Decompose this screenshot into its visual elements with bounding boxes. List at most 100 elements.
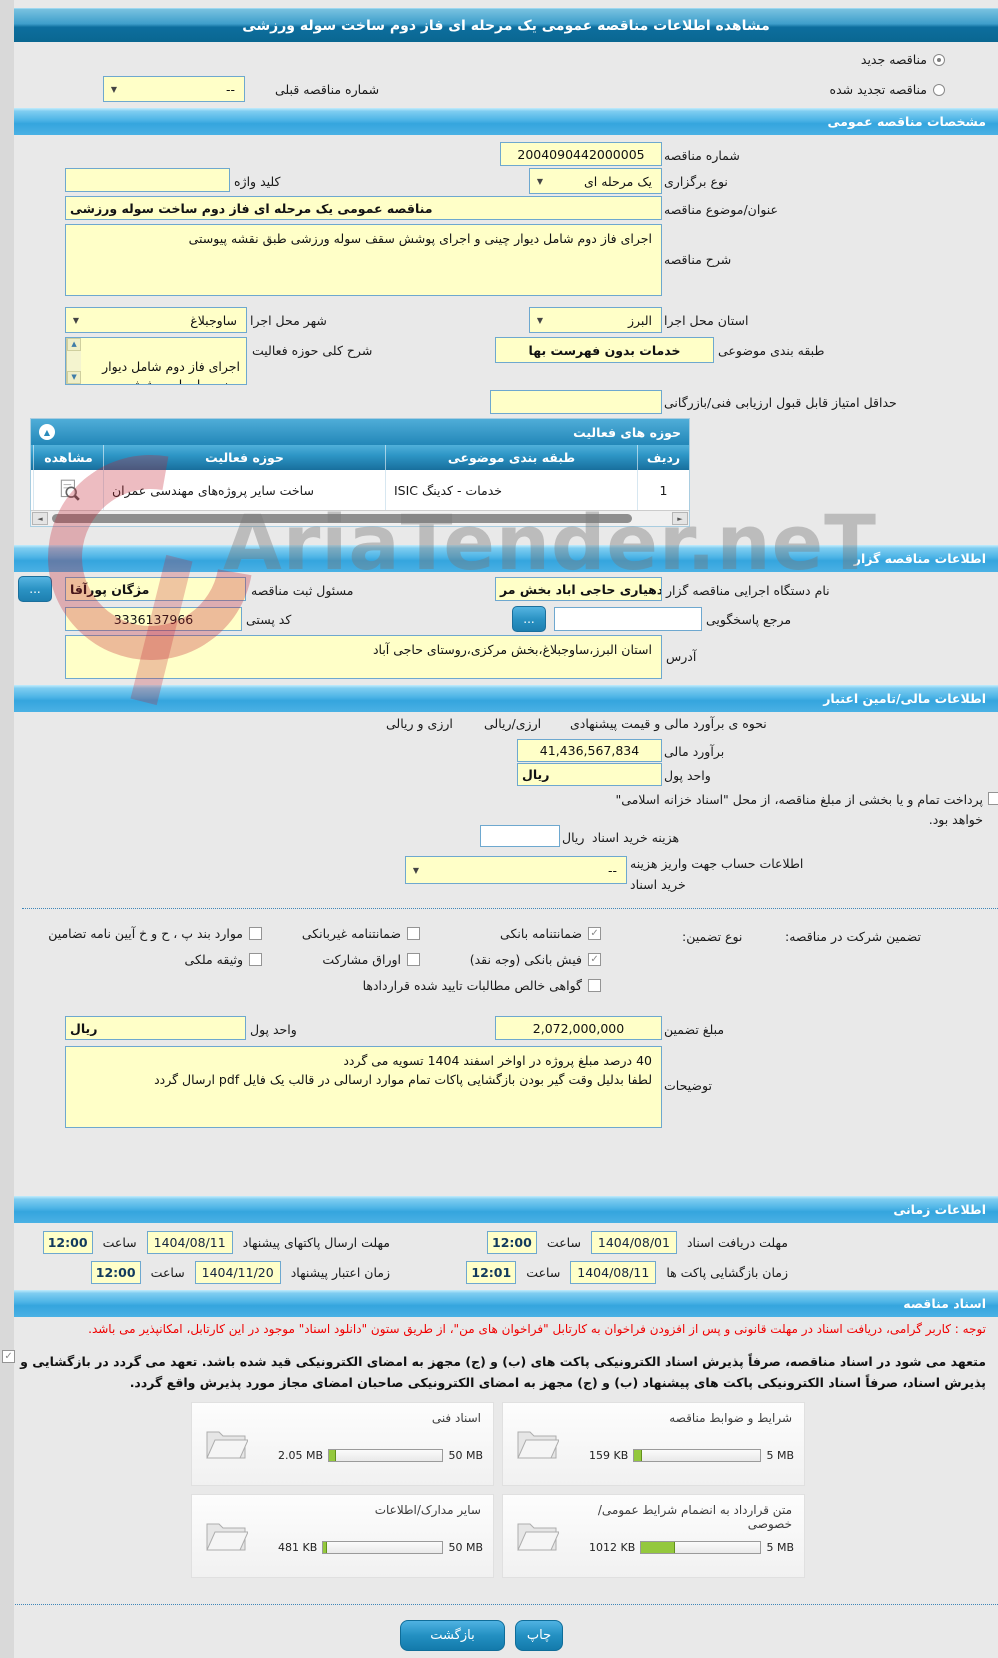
activity-areas-table: ▲ حوزه های فعالیت ردیف طبقه بندی موضوعی … bbox=[30, 418, 690, 527]
treasury-checkbox[interactable] bbox=[988, 792, 998, 805]
activity-scope-field[interactable]: اجرای فاز دوم شامل دیوار چینی و اجرای پو… bbox=[65, 337, 247, 385]
subject-classification-label: طبقه بندی موضوعی bbox=[718, 343, 825, 358]
checkbox-nonbank-guarantee-label: ضمانتنامه غیربانکی bbox=[301, 926, 401, 941]
table-horizontal-scrollbar[interactable]: ◄ ► bbox=[31, 510, 689, 526]
opening-time-date[interactable]: 1404/08/11 bbox=[570, 1260, 657, 1284]
guarantee-option-bylaw[interactable]: موارد بند پ ، ح و خ آیین نامه تضامین bbox=[48, 926, 262, 941]
checkbox-bonds[interactable] bbox=[407, 953, 420, 966]
validity-time[interactable]: 12:00 bbox=[90, 1260, 141, 1284]
radio-method-rial-label: ارزی/ریالی bbox=[484, 716, 542, 731]
checkbox-bank-guarantee[interactable] bbox=[588, 927, 601, 940]
file-max-size: 5 MB bbox=[766, 1449, 794, 1462]
folder-icon bbox=[206, 1523, 248, 1551]
notes-field[interactable]: 40 درصد مبلغ پروژه در اواخر اسفند 1404 ت… bbox=[65, 1046, 662, 1128]
checkbox-bank-slip[interactable] bbox=[588, 953, 601, 966]
dotted-divider bbox=[15, 1604, 998, 1605]
address-label: آدرس bbox=[666, 649, 697, 664]
row-number-cell: 1 bbox=[637, 470, 689, 510]
scope-scrollbar[interactable]: ▲ ▼ bbox=[66, 338, 81, 384]
proposal-deadline-time[interactable]: 12:00 bbox=[42, 1230, 93, 1254]
file-size: 2.05 MB bbox=[278, 1449, 324, 1462]
guarantee-option-net-claims[interactable]: گواهی خالص مطالبات تایید شده قراردادها bbox=[363, 978, 601, 993]
radio-renewed-tender[interactable] bbox=[933, 83, 945, 96]
subject-classification-field[interactable]: خدمات بدون فهرست بها bbox=[495, 337, 714, 363]
keyword-field[interactable] bbox=[65, 168, 230, 192]
tender-number-label: شماره مناقصه bbox=[664, 148, 740, 163]
scroll-left-icon[interactable]: ◄ bbox=[32, 512, 48, 525]
commitment-checkbox[interactable] bbox=[2, 1350, 15, 1363]
checkbox-property-collateral-label: وثیقه ملکی bbox=[184, 952, 243, 967]
view-details-icon[interactable] bbox=[57, 478, 81, 502]
checkbox-property-collateral[interactable] bbox=[249, 953, 262, 966]
radio-new-tender-label: مناقصه جدید bbox=[860, 52, 927, 67]
file-progress: 481 KB 50 MB bbox=[278, 1541, 483, 1554]
checkbox-bylaw-items-label: موارد بند پ ، ح و خ آیین نامه تضامین bbox=[48, 926, 243, 941]
activity-areas-title: حوزه های فعالیت bbox=[573, 424, 681, 440]
postal-code-field[interactable]: 3336137966 bbox=[65, 607, 242, 631]
tender-number-field[interactable]: 2004090442000005 bbox=[500, 142, 662, 166]
scrollbar-thumb[interactable] bbox=[52, 514, 633, 523]
print-button[interactable]: چاپ bbox=[515, 1620, 563, 1651]
doc-receipt-date[interactable]: 1404/08/01 bbox=[590, 1230, 677, 1254]
scrollbar-track[interactable] bbox=[48, 512, 672, 525]
tender-description-field[interactable]: اجرای فاز دوم شامل دیوار چینی و اجرای پو… bbox=[65, 224, 662, 296]
checkbox-nonbank-guarantee[interactable] bbox=[407, 927, 420, 940]
reference-more-button[interactable]: ... bbox=[512, 606, 546, 632]
radio-new-tender[interactable] bbox=[933, 53, 945, 66]
row-activity-cell: ساخت سایر پروژه‌های مهندسی عمران bbox=[103, 470, 385, 510]
scroll-up-icon[interactable]: ▲ bbox=[67, 338, 81, 351]
financial-estimate-field[interactable]: 41,436,567,834 bbox=[517, 739, 662, 762]
currency-field[interactable]: ریال bbox=[517, 763, 662, 786]
column-subject-classification: طبقه بندی موضوعی bbox=[385, 445, 637, 470]
previous-tender-select[interactable]: ▼ -- bbox=[103, 76, 245, 102]
tender-subject-field[interactable]: مناقصه عمومی یک مرحله ای فاز دوم ساخت سو… bbox=[65, 196, 662, 220]
city-select[interactable]: ▼ ساوجبلاغ bbox=[65, 307, 247, 333]
doc-fee-field[interactable] bbox=[480, 825, 560, 847]
account-select[interactable]: ▼ -- bbox=[405, 856, 627, 884]
guarantee-amount-field[interactable]: 2,072,000,000 bbox=[495, 1016, 662, 1040]
file-card-technical[interactable]: اسناد فنی 2.05 MB 50 MB bbox=[191, 1402, 494, 1486]
dotted-divider bbox=[22, 908, 998, 909]
checkbox-net-claims[interactable] bbox=[588, 979, 601, 992]
guarantee-currency-field[interactable]: ریال bbox=[65, 1016, 246, 1040]
table-column-headers: ردیف طبقه بندی موضوعی حوزه فعالیت مشاهده bbox=[31, 445, 689, 470]
collapse-icon[interactable]: ▲ bbox=[39, 424, 55, 440]
scroll-right-icon[interactable]: ► bbox=[672, 512, 688, 525]
guarantee-option-bonds[interactable]: اوراق مشارکت bbox=[322, 952, 420, 967]
opening-time-time[interactable]: 12:01 bbox=[466, 1260, 517, 1284]
file-title: شرایط و ضوابط مناقصه bbox=[669, 1411, 792, 1425]
row-view-cell[interactable] bbox=[33, 470, 103, 510]
file-card-other[interactable]: سایر مدارک/اطلاعات 481 KB 50 MB bbox=[191, 1494, 494, 1578]
guarantee-option-nonbank[interactable]: ضمانتنامه غیربانکی bbox=[302, 926, 420, 941]
reference-field[interactable] bbox=[554, 607, 702, 631]
notes-label: توضیحات bbox=[664, 1078, 712, 1093]
account-info-label: اطلاعات حساب جهت واریز هزینه خرید اسناد bbox=[630, 856, 804, 893]
doc-receipt-time[interactable]: 12:00 bbox=[486, 1230, 537, 1254]
tender-new-radio-row[interactable]: مناقصه جدید bbox=[861, 52, 945, 67]
previous-tender-value: -- bbox=[225, 81, 235, 97]
file-max-size: 5 MB bbox=[766, 1541, 794, 1554]
registrar-field[interactable]: مژگان پورآقا bbox=[65, 577, 246, 601]
province-select[interactable]: ▼ البرز bbox=[529, 307, 662, 333]
registrar-more-button[interactable]: ... bbox=[18, 576, 52, 602]
agency-field[interactable]: دهیاری حاجی اباد بخش مر bbox=[495, 577, 662, 601]
tender-type-select[interactable]: ▼ یک مرحله ای bbox=[529, 168, 662, 194]
scroll-down-icon[interactable]: ▼ bbox=[67, 371, 81, 384]
checkbox-bylaw-items[interactable] bbox=[249, 927, 262, 940]
tender-renewed-radio-row[interactable]: مناقصه تجدید شده bbox=[830, 82, 945, 97]
back-button[interactable]: بازگشت bbox=[400, 1620, 505, 1651]
address-field[interactable]: استان البرز،ساوجبلاغ،بخش مرکزی،روستای حا… bbox=[65, 635, 662, 679]
chevron-down-icon: ▼ bbox=[110, 84, 118, 94]
validity-date[interactable]: 1404/11/20 bbox=[194, 1260, 281, 1284]
city-label: شهر محل اجرا bbox=[250, 313, 327, 328]
proposal-deadline-date[interactable]: 1404/08/11 bbox=[146, 1230, 233, 1254]
guarantee-option-property[interactable]: وثیقه ملکی bbox=[185, 952, 262, 967]
guarantee-option-bank[interactable]: ضمانتنامه بانکی bbox=[500, 926, 601, 941]
previous-tender-group: شماره مناقصه قبلی ▼ -- bbox=[103, 76, 379, 102]
min-score-field[interactable] bbox=[490, 390, 662, 414]
previous-tender-label: شماره مناقصه قبلی bbox=[275, 81, 380, 97]
file-card-contract[interactable]: متن قرارداد به انضمام شرایط عمومی/خصوصی … bbox=[502, 1494, 805, 1578]
treasury-note: پرداخت تمام و یا بخشی از مبلغ مناقصه، از… bbox=[615, 792, 983, 827]
guarantee-option-bank-slip[interactable]: فیش بانکی (وجه نقد) bbox=[470, 952, 601, 967]
file-card-terms[interactable]: شرایط و ضوابط مناقصه 159 KB 5 MB bbox=[502, 1402, 805, 1486]
